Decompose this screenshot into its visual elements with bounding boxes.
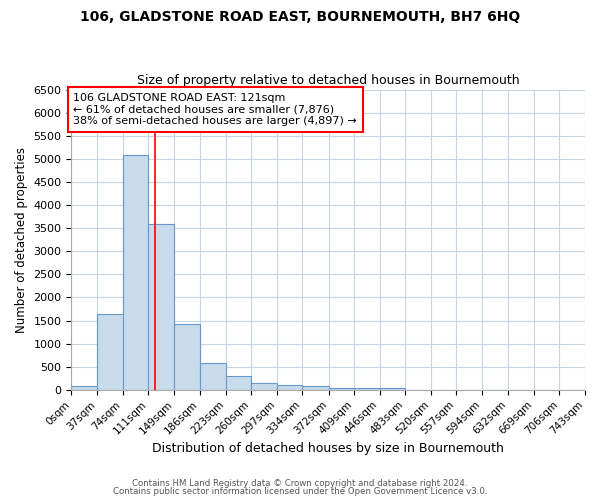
Bar xyxy=(200,362,226,390)
Text: Contains HM Land Registry data © Crown copyright and database right 2024.: Contains HM Land Registry data © Crown c… xyxy=(132,478,468,488)
X-axis label: Distribution of detached houses by size in Bournemouth: Distribution of detached houses by size … xyxy=(152,442,504,455)
Bar xyxy=(380,388,405,390)
Text: 106 GLADSTONE ROAD EAST: 121sqm
← 61% of detached houses are smaller (7,876)
38%: 106 GLADSTONE ROAD EAST: 121sqm ← 61% of… xyxy=(73,93,357,126)
Bar xyxy=(226,376,251,390)
Bar xyxy=(148,224,175,390)
Text: 106, GLADSTONE ROAD EAST, BOURNEMOUTH, BH7 6HQ: 106, GLADSTONE ROAD EAST, BOURNEMOUTH, B… xyxy=(80,10,520,24)
Y-axis label: Number of detached properties: Number of detached properties xyxy=(15,146,28,332)
Bar xyxy=(122,154,148,390)
Bar xyxy=(354,388,380,390)
Bar xyxy=(329,388,354,390)
Bar xyxy=(302,386,329,390)
Text: Contains public sector information licensed under the Open Government Licence v3: Contains public sector information licen… xyxy=(113,487,487,496)
Bar xyxy=(251,382,277,390)
Bar xyxy=(175,324,200,390)
Bar xyxy=(277,384,302,390)
Bar xyxy=(71,386,97,390)
Title: Size of property relative to detached houses in Bournemouth: Size of property relative to detached ho… xyxy=(137,74,520,87)
Bar xyxy=(97,314,122,390)
